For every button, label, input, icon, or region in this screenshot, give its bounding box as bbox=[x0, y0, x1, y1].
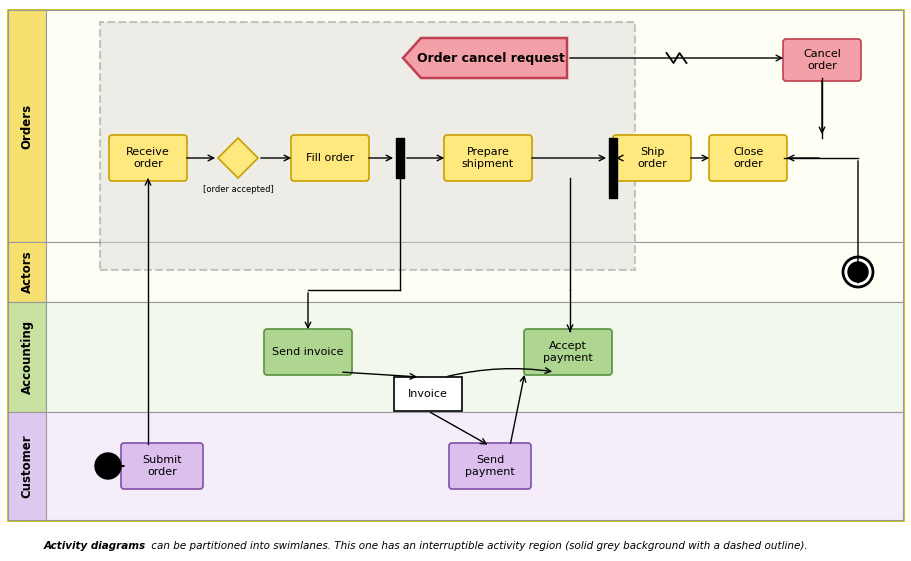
Bar bbox=[394, 377, 462, 411]
Text: Order cancel request: Order cancel request bbox=[417, 52, 565, 65]
FancyBboxPatch shape bbox=[444, 135, 532, 181]
Text: Cancel
order: Cancel order bbox=[804, 49, 841, 71]
Text: Invoice: Invoice bbox=[408, 389, 448, 399]
FancyBboxPatch shape bbox=[449, 443, 531, 489]
Text: Accounting: Accounting bbox=[21, 320, 34, 394]
FancyBboxPatch shape bbox=[8, 242, 46, 302]
Text: Send
payment: Send payment bbox=[466, 455, 515, 477]
FancyBboxPatch shape bbox=[613, 135, 691, 181]
Text: Send invoice: Send invoice bbox=[272, 347, 343, 357]
FancyBboxPatch shape bbox=[8, 412, 46, 520]
Text: [order accepted]: [order accepted] bbox=[202, 185, 273, 194]
FancyBboxPatch shape bbox=[783, 39, 861, 81]
Text: can be partitioned into swimlanes. This one has an interruptible activity region: can be partitioned into swimlanes. This … bbox=[148, 541, 808, 551]
Text: Orders: Orders bbox=[21, 103, 34, 149]
FancyBboxPatch shape bbox=[264, 329, 352, 375]
Text: Receive
order: Receive order bbox=[126, 147, 169, 169]
Text: Fill order: Fill order bbox=[306, 153, 354, 163]
FancyBboxPatch shape bbox=[524, 329, 612, 375]
FancyBboxPatch shape bbox=[121, 443, 203, 489]
FancyBboxPatch shape bbox=[46, 302, 903, 412]
Text: Ship
order: Ship order bbox=[637, 147, 667, 169]
Circle shape bbox=[843, 257, 873, 287]
Polygon shape bbox=[218, 138, 258, 178]
FancyBboxPatch shape bbox=[100, 22, 635, 270]
Text: Customer: Customer bbox=[21, 434, 34, 498]
FancyBboxPatch shape bbox=[8, 302, 46, 412]
Circle shape bbox=[848, 262, 868, 282]
Text: Submit
order: Submit order bbox=[142, 455, 182, 477]
FancyBboxPatch shape bbox=[291, 135, 369, 181]
Text: Prepare
shipment: Prepare shipment bbox=[462, 147, 514, 169]
FancyBboxPatch shape bbox=[8, 10, 903, 520]
FancyBboxPatch shape bbox=[109, 135, 187, 181]
FancyBboxPatch shape bbox=[46, 10, 903, 242]
Circle shape bbox=[95, 453, 121, 479]
Text: Close
order: Close order bbox=[732, 147, 763, 169]
FancyBboxPatch shape bbox=[8, 10, 46, 242]
Text: Actors: Actors bbox=[21, 251, 34, 293]
FancyBboxPatch shape bbox=[46, 242, 903, 302]
FancyBboxPatch shape bbox=[709, 135, 787, 181]
Polygon shape bbox=[403, 38, 567, 78]
Text: Accept
payment: Accept payment bbox=[543, 341, 593, 363]
Text: Activity diagrams: Activity diagrams bbox=[44, 541, 146, 551]
FancyBboxPatch shape bbox=[46, 412, 903, 520]
